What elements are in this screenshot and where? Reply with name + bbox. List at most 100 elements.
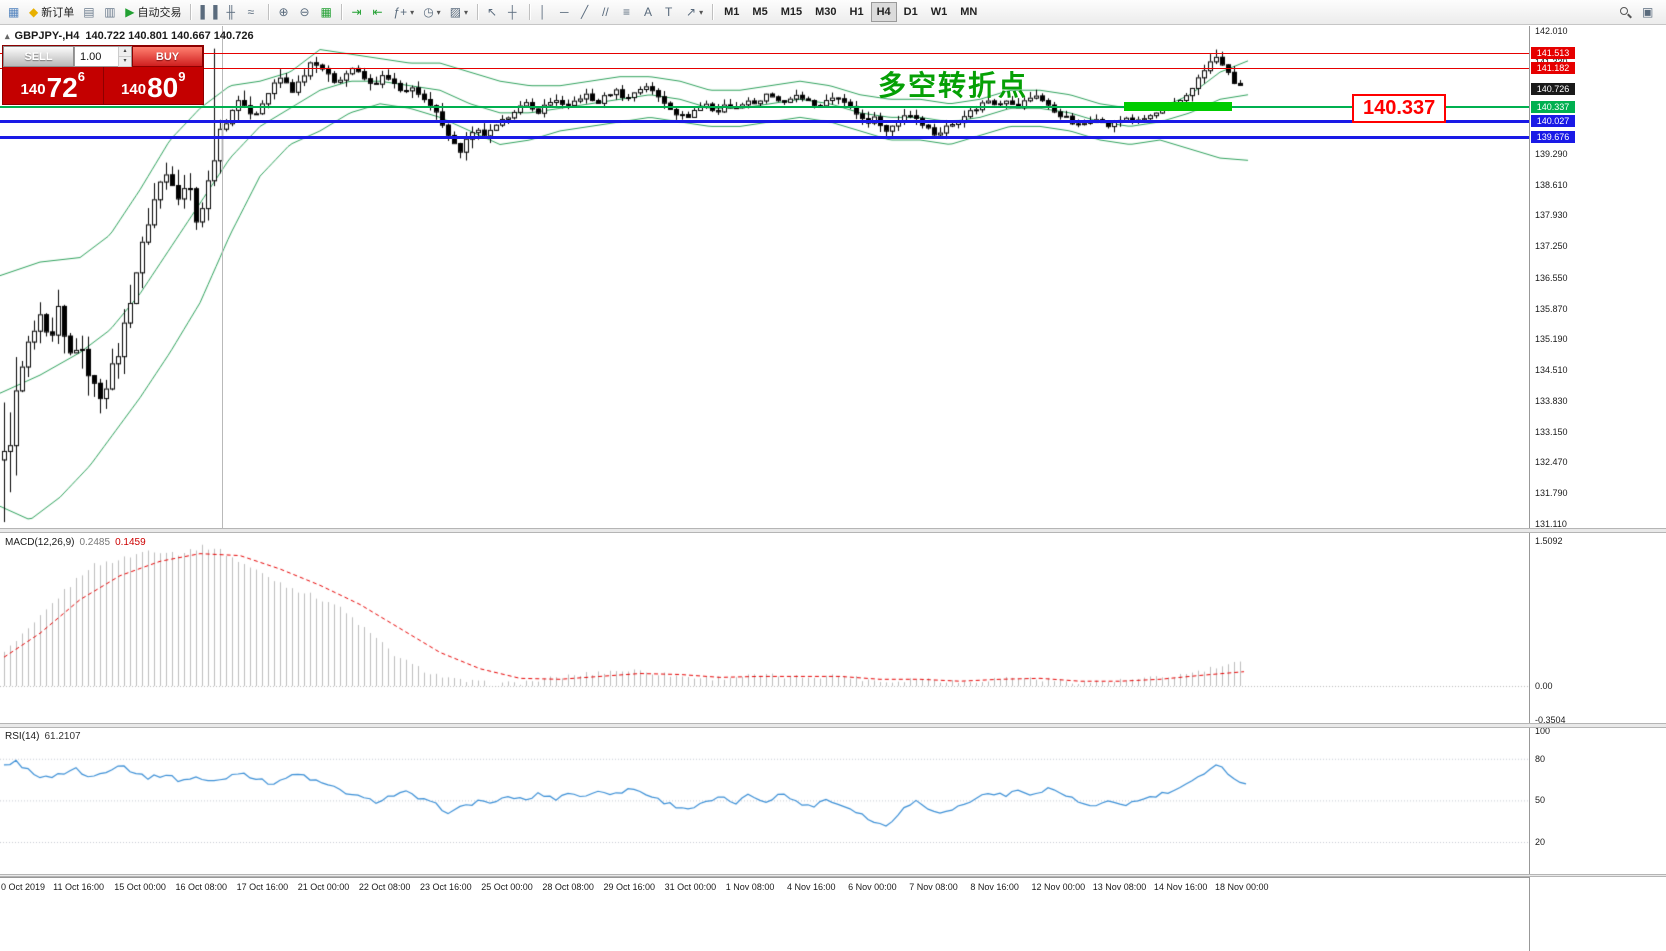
main-chart-canvas[interactable]	[0, 26, 1529, 528]
volume-input[interactable]: 1.00 ▴ ▾	[74, 46, 132, 67]
time-tick-label: 15 Oct 00:00	[114, 882, 166, 892]
rsi-label: RSI(14) 61.2107	[5, 731, 81, 742]
buy-button[interactable]: BUY	[132, 46, 203, 67]
horizontal-line-button[interactable]: ─	[556, 2, 576, 22]
volume-down-button[interactable]: ▾	[119, 56, 131, 67]
price-tick-label: 137.250	[1535, 241, 1568, 252]
rsi-panel-canvas[interactable]	[0, 728, 1529, 874]
timeframe-m15-button[interactable]: M15	[775, 2, 808, 22]
indicators-button[interactable]: ƒ+ ▾	[389, 2, 418, 22]
zoom-in-button[interactable]: ⊕	[274, 2, 294, 22]
price-scale[interactable]: 142.010 141.330 139.290 138.610 137.930 137.2…	[1529, 26, 1666, 951]
time-tick-label: 22 Oct 08:00	[358, 882, 411, 892]
toolbar-separator	[190, 4, 192, 20]
panel-splitter[interactable]	[0, 528, 1666, 533]
fibonacci-icon: ≡	[623, 5, 631, 19]
macd-panel-canvas[interactable]	[0, 533, 1529, 723]
bid-price[interactable]: 140 72 6	[3, 67, 104, 104]
panel-splitter[interactable]	[0, 723, 1666, 728]
time-tick-label: 18 Nov 00:00	[1215, 882, 1269, 892]
new-order-button[interactable]: ◆ 新订单	[25, 2, 78, 22]
resistance-line-upper[interactable]	[0, 53, 1529, 55]
arrows-button[interactable]: ↗ ▾	[682, 2, 707, 22]
time-tick-label: 13 Nov 08:00	[1092, 882, 1147, 892]
volume-up-button[interactable]: ▴	[119, 46, 131, 57]
ask-whole: 140	[121, 81, 147, 98]
collapse-trade-panel-icon[interactable]: ▴	[5, 31, 10, 41]
one-click-trading-panel: SELL 1.00 ▴ ▾ BUY 140 72 6 140 80 9	[2, 45, 204, 105]
search-button[interactable]	[1615, 2, 1636, 22]
new-chart-icon: ▦	[8, 5, 20, 19]
auto-trading-button[interactable]: ▶ 自动交易	[121, 2, 185, 22]
price-tick-label: 133.150	[1535, 426, 1568, 437]
price-tick-label: 134.510	[1535, 365, 1568, 376]
rsi-name: RSI(14)	[5, 731, 40, 742]
sell-button[interactable]: SELL	[3, 46, 74, 67]
fibonacci-button[interactable]: ≡	[619, 2, 639, 22]
support-line-lower[interactable]	[0, 135, 1529, 139]
profiles-button[interactable]: ▤	[79, 2, 99, 22]
auto-trading-icon: ▶	[125, 5, 135, 19]
bar-chart-button[interactable]: ▌▐	[196, 2, 221, 22]
templates-button[interactable]: ▨ ▾	[446, 2, 472, 22]
periods-button[interactable]: ◷ ▾	[419, 2, 445, 22]
vertical-line-button[interactable]: │	[535, 2, 555, 22]
market-watch-button[interactable]: ▥	[100, 2, 120, 22]
price-tick-label: 137.930	[1535, 210, 1568, 221]
macd-main-value: 0.2485	[79, 537, 111, 548]
new-chart-button[interactable]: ▦	[4, 2, 24, 22]
pivot-line-green[interactable]	[0, 105, 1529, 108]
macd-scale-label: 0.00	[1535, 681, 1553, 691]
trendline-icon: ╱	[581, 5, 589, 19]
green-highlight-zone[interactable]	[1124, 102, 1232, 112]
toolbar: ▦ ◆ 新订单 ▤ ▥ ▶ 自动交易 ▌▐ ╫ ≈ ⊕ ⊖ ▦ ⇥ ⇤ ƒ+ ▾ ◷ ▾ ▨ ▾ ↖ ┼ │ ─ ╱//≡ A T ↗ ▾…	[0, 0, 1666, 25]
time-tick-label: 28 Oct 08:00	[542, 882, 594, 892]
timeframe-d1-button[interactable]: D1	[898, 2, 924, 22]
price-tick-label: 133.830	[1535, 395, 1568, 406]
timeframe-m5-button-label: M5	[752, 6, 768, 18]
text-button[interactable]: A	[640, 2, 660, 22]
support-line-upper[interactable]	[0, 119, 1529, 123]
time-tick-label: 17 Oct 16:00	[236, 882, 289, 892]
time-axis[interactable]: 0 Oct 2019 11 Oct 16:00 15 Oct 00:00 16 Oct…	[0, 877, 1529, 951]
chart-shift-icon: ⇤	[372, 5, 383, 19]
timeframe-h1-button[interactable]: H1	[844, 2, 870, 22]
candlestick-chart-button[interactable]: ╫	[222, 2, 242, 22]
timeframe-h4-button[interactable]: H4	[870, 2, 897, 22]
time-tick-label: 4 Nov 16:00	[786, 882, 836, 892]
chart-shift-button[interactable]: ⇤	[368, 2, 388, 22]
chart-annotation-text[interactable]: 多空转折点	[878, 70, 1029, 101]
price-badge: 140.726	[1531, 83, 1575, 96]
toolbar-left-group: ▦ ◆ 新订单 ▤ ▥ ▶ 自动交易 ▌▐ ╫ ≈ ⊕ ⊖ ▦ ⇥ ⇤ ƒ+ ▾ ◷ ▾ ▨ ▾ ↖ ┼ │ ─ ╱//≡ A T ↗ ▾…	[4, 2, 983, 22]
chart-windows-button[interactable]: ▣	[1638, 2, 1658, 22]
tile-windows-icon: ▦	[320, 5, 332, 19]
timeframe-w1-button[interactable]: W1	[925, 2, 954, 22]
chevron-down-icon: ▾	[410, 7, 415, 17]
price-level-label[interactable]: 140.337	[1352, 94, 1447, 123]
line-chart-button[interactable]: ≈	[243, 2, 263, 22]
cursor-button[interactable]: ↖	[483, 2, 503, 22]
resistance-line-lower[interactable]	[0, 68, 1529, 70]
templates-icon: ▨	[449, 5, 462, 19]
time-tick-label: 14 Nov 16:00	[1153, 882, 1208, 892]
timeframe-m5-button[interactable]: M5	[746, 2, 773, 22]
auto-scroll-button[interactable]: ⇥	[347, 2, 367, 22]
panel-splitter[interactable]	[0, 874, 1666, 877]
volume-value: 1.00	[80, 50, 102, 63]
vertical-separator-line	[222, 26, 223, 528]
timeframe-mn-button[interactable]: MN	[954, 2, 983, 22]
zoom-out-button[interactable]: ⊖	[295, 2, 315, 22]
candlestick-chart-icon: ╫	[226, 5, 235, 19]
channel-button[interactable]: //	[598, 2, 618, 22]
text-label-button[interactable]: T	[661, 2, 681, 22]
bid-big: 72	[46, 72, 78, 103]
crosshair-button[interactable]: ┼	[504, 2, 524, 22]
timeframe-m30-button[interactable]: M30	[809, 2, 842, 22]
ask-price[interactable]: 140 80 9	[104, 67, 204, 104]
tile-windows-button[interactable]: ▦	[316, 2, 336, 22]
price-tick-label: 136.550	[1535, 272, 1568, 283]
time-tick-label: 21 Oct 00:00	[297, 882, 350, 892]
timeframe-m1-button[interactable]: M1	[718, 2, 745, 22]
trendline-button[interactable]: ╱	[577, 2, 597, 22]
